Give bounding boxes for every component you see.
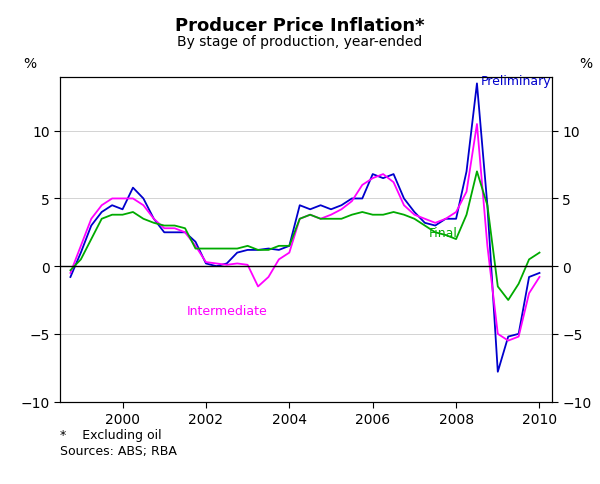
Text: Final: Final [429,227,458,240]
Text: %: % [579,57,592,71]
Text: Sources: ABS; RBA: Sources: ABS; RBA [60,444,177,457]
Text: *    Excluding oil: * Excluding oil [60,428,161,441]
Text: Intermediate: Intermediate [187,304,268,318]
Text: %: % [23,57,36,71]
Text: By stage of production, year-ended: By stage of production, year-ended [178,35,422,49]
Text: Preliminary: Preliminary [481,76,552,88]
Text: Producer Price Inflation*: Producer Price Inflation* [175,17,425,35]
